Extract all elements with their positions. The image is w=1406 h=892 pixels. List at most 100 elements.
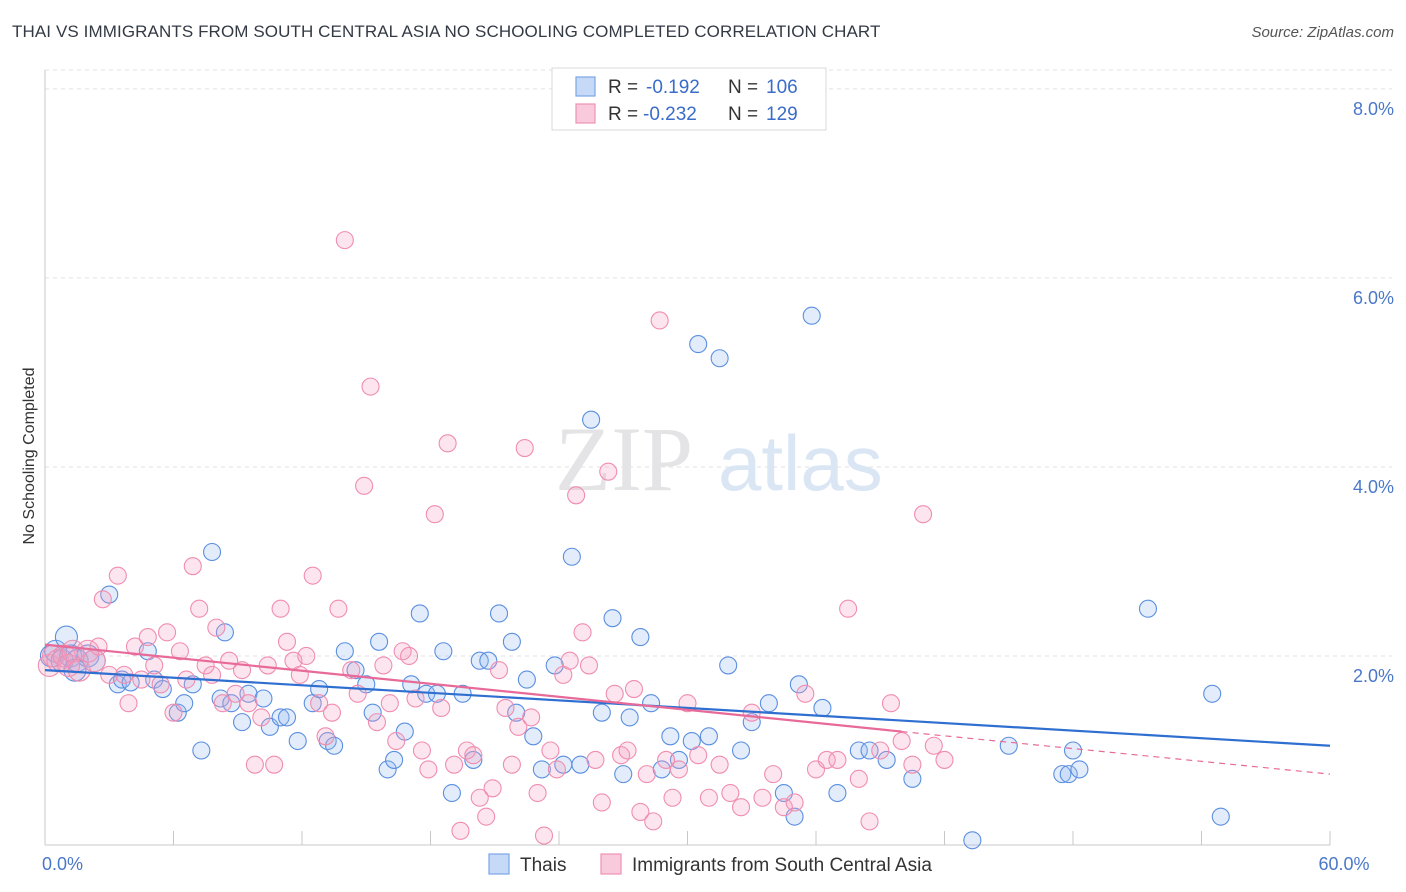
data-point [517,670,536,689]
data-point [245,755,264,774]
data-point [914,505,933,524]
data-point [158,623,177,642]
data-point [802,306,821,325]
data-point [599,462,618,481]
data-point [871,741,890,760]
data-point [470,788,489,807]
watermark-atlas: atlas [718,419,883,507]
data-point [190,599,209,618]
data-point [432,698,451,718]
data-point [661,727,680,746]
data-point [663,788,682,807]
data-point [1070,760,1089,779]
data-point [669,750,688,769]
data-point [183,557,202,576]
data-point [400,646,419,666]
data-point [153,680,172,699]
data-point [522,708,541,727]
data-point [860,741,879,760]
data-point [1211,807,1230,826]
data-point [1053,765,1072,784]
chart-title: THAI VS IMMIGRANTS FROM SOUTH CENTRAL AS… [12,22,881,41]
data-point [534,826,554,845]
data-point [828,750,847,769]
data-point [785,793,804,812]
data-point [689,746,708,765]
data-point [425,505,444,524]
data-point [496,698,515,718]
data-point [335,231,354,250]
data-point [464,750,483,769]
data-point [445,755,464,774]
data-point [271,599,290,618]
data-point [753,788,772,807]
data-point [764,765,783,784]
data-point [215,623,234,642]
x-axis-ticks: 0.0% 60.0% [42,831,1370,874]
data-point [579,656,599,675]
data-point [586,750,605,769]
data-point [509,717,528,736]
data-point [277,708,297,727]
data-point [121,673,140,692]
data-point [151,675,170,694]
data-point [903,769,922,788]
legend-r-label-1: R = [608,77,638,98]
series-legend: Thais Immigrants from South Central Asia [488,853,932,876]
data-point [402,675,421,694]
data-point [721,783,740,803]
data-point [419,760,438,779]
data-point [620,708,639,727]
data-point [571,755,590,774]
data-point [438,434,457,453]
data-point [89,637,108,656]
series-thais [39,306,1230,850]
data-point [839,599,858,618]
data-point [387,731,406,751]
data-point [657,750,676,769]
data-point [877,750,896,769]
data-point [731,741,751,760]
data-point [699,788,718,807]
data-point [618,741,637,760]
series-legend-label-immigrants: Immigrants from South Central Asia [632,855,932,876]
trend-line-extension [901,730,1331,775]
data-point [168,703,187,722]
data-point [528,783,547,803]
y-tick-label: 8.0% [1353,99,1394,119]
data-point [265,755,284,774]
data-point [164,703,183,722]
data-point [560,651,579,670]
data-point [310,694,329,713]
data-point [316,727,335,746]
data-point [213,694,232,713]
series-legend-swatch-immigrants [600,853,622,875]
data-point [277,632,297,651]
data-point [258,656,277,675]
data-point [502,632,521,651]
data-point [567,486,586,505]
data-point [759,694,778,713]
series-legend-label-thais: Thais [520,855,566,876]
y-tick-label: 2.0% [1353,666,1394,686]
data-point [67,658,91,682]
data-point [464,746,483,765]
data-point [119,694,138,713]
data-point [252,708,271,727]
data-point [731,798,751,817]
data-point [637,765,656,784]
data-point [710,349,729,368]
trend-line-immigrants [44,643,902,733]
data-point [999,736,1018,755]
data-point [367,713,387,732]
data-point [303,566,322,585]
watermark: ZIP atlas [555,408,883,510]
x-tick-label: 0.0% [42,854,83,874]
data-point [624,680,644,699]
data-point [562,547,581,566]
data-point [582,410,601,429]
data-point [489,661,509,680]
data-point [203,542,222,562]
series-legend-swatch-thais [488,853,510,875]
